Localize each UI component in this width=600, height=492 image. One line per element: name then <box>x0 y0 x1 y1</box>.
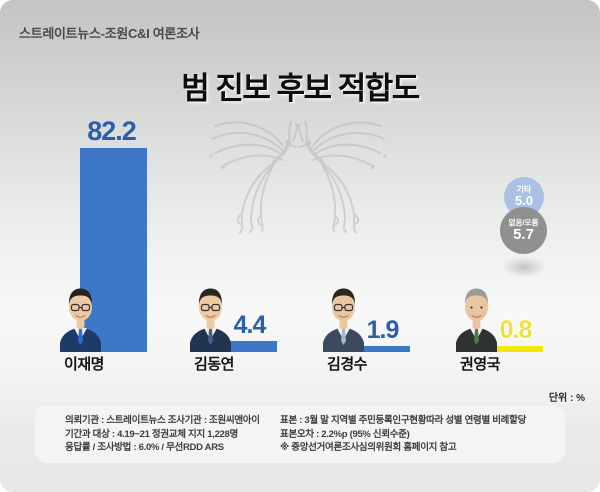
result-value: 4.4 <box>233 311 267 339</box>
dontknow-value: 5.7 <box>513 225 534 243</box>
bubble-reflection <box>495 253 553 281</box>
source-credit: 스트레이트뉴스-조원C&I 여론조사 <box>19 26 200 41</box>
footnote-box: 의뢰기관 : 스트레이트뉴스 조사기관 : 조원씨앤아이 기간과 대상 : 4.… <box>35 406 565 463</box>
footnote-line: 의뢰기관 : 스트레이트뉴스 조사기관 : 조원씨앤아이 <box>65 415 260 426</box>
page-title: 범 진보 후보 적합도 <box>181 71 420 106</box>
result-value: 0.8 <box>499 316 533 344</box>
candidate-column-kimdongyeon: 4.4 김동연 <box>174 110 309 375</box>
etc-value: 5.0 <box>514 193 534 209</box>
footnote-line: 응답률 / 조사방법 : 6.0% / 무선RDD ARS <box>65 442 224 453</box>
candidate-column-kwonyoungguk: 0.8 권영국 <box>440 110 575 375</box>
result-value: 82.2 <box>87 116 137 146</box>
candidate-name: 이재명 <box>64 356 104 373</box>
candidate-name: 김경수 <box>327 356 367 373</box>
result-bar <box>80 148 147 352</box>
candidate-name: 권영국 <box>460 356 500 373</box>
footnote-line: 표본오차 : 2.2%p (95% 신뢰수준) <box>280 428 410 440</box>
footnote-line: ※ 중앙선거여론조사심의위원회 홈페이지 참고 <box>280 442 457 453</box>
footnote-left: 의뢰기관 : 스트레이트뉴스 조사기관 : 조원씨앤아이 기간과 대상 : 4.… <box>65 414 260 455</box>
etc-label: 기타 <box>516 184 532 194</box>
footnote-right: 표본 : 3월 말 지역별 주민등록인구현황따라 성별 연령별 비례할당 표본오… <box>280 414 526 455</box>
result-bar <box>210 341 277 352</box>
footnote-line: 기간과 대상 : 4.19~21 정권교체 지지 1,228명 <box>65 428 238 440</box>
candidate-column-kimkyungsoo: 1.9 김경수 <box>307 110 442 375</box>
result-bar <box>476 346 543 352</box>
unit-label: 단위 : % <box>548 393 585 404</box>
result-value: 1.9 <box>366 316 400 344</box>
candidate-column-leejaemyung: 82.2 이재명 <box>44 110 179 375</box>
footnote-line: 표본 : 3월 말 지역별 주민등록인구현황따라 성별 연령별 비례할당 <box>280 415 527 426</box>
phoenix-watermark <box>209 120 389 235</box>
candidate-photo <box>58 282 103 352</box>
result-bar <box>343 346 410 352</box>
bar-chart: 82.2 이재명 4.4 김동연 1.9 김경수 <box>0 110 600 375</box>
dontknow-bubble: 없음/모름 5.7 <box>500 207 547 254</box>
candidate-photo <box>321 282 366 352</box>
candidate-photo <box>188 282 233 352</box>
candidate-name: 김동연 <box>194 356 234 373</box>
candidate-photo <box>454 282 499 352</box>
dontknow-label: 없음/모름 <box>508 217 539 227</box>
